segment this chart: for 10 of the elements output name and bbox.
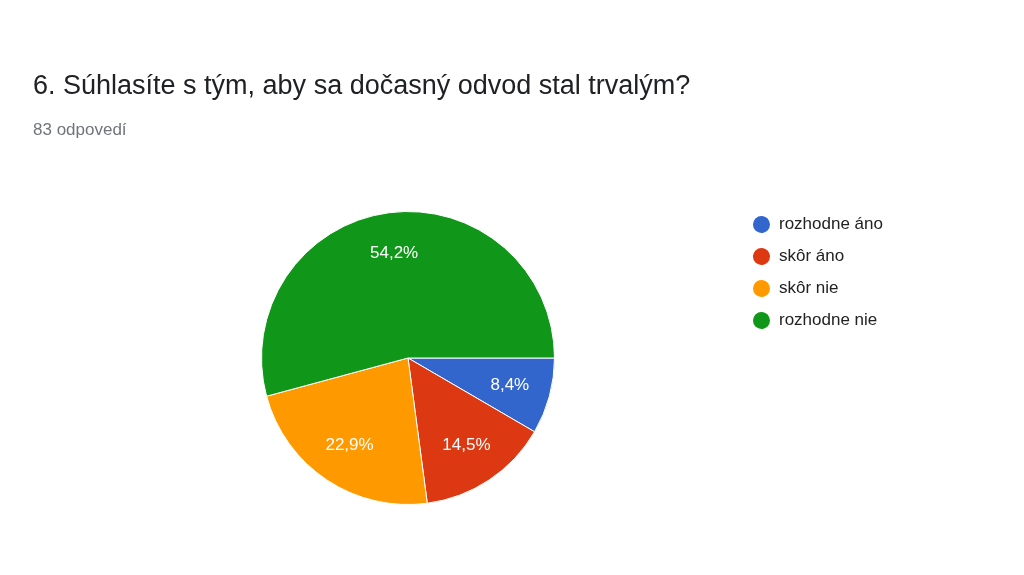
chart-title: 6. Súhlasíte s tým, aby sa dočasný odvod stal trvalým?	[33, 70, 691, 101]
legend-label: skôr nie	[779, 278, 839, 298]
data-label: 8,4%	[490, 375, 530, 395]
text: 83 odpovedí	[33, 120, 127, 140]
legend-label: skôr áno	[779, 246, 845, 266]
legend-label: rozhodne áno	[779, 214, 883, 234]
data-label: 54,2%	[370, 243, 419, 263]
data-label: 22,9%	[325, 435, 374, 455]
data-label: 14,5%	[442, 435, 491, 455]
legend-label: rozhodne nie	[779, 310, 878, 330]
